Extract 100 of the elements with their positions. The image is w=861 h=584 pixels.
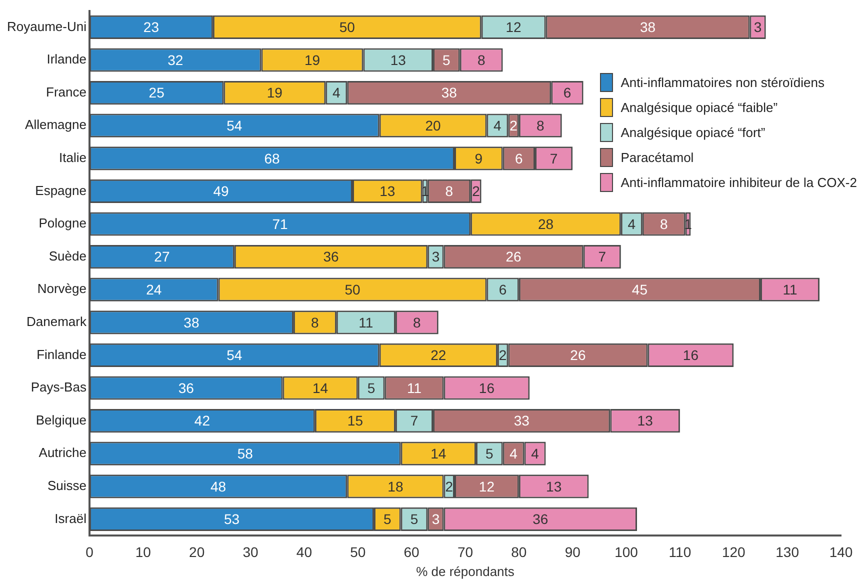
data-label: 9 bbox=[474, 150, 483, 166]
legend-label: Analgésique opiacé “faible” bbox=[620, 100, 778, 115]
data-label: 53 bbox=[224, 511, 240, 528]
x-tick-label: 0 bbox=[86, 544, 94, 560]
data-label: 20 bbox=[425, 117, 442, 134]
y-tick-label: Norvège bbox=[37, 281, 86, 296]
data-label: 38 bbox=[441, 84, 458, 101]
data-label: 68 bbox=[264, 150, 280, 166]
data-label: 54 bbox=[226, 117, 242, 134]
data-label: 13 bbox=[637, 412, 654, 429]
data-label: 4 bbox=[332, 84, 341, 101]
data-label: 50 bbox=[339, 19, 356, 36]
x-tick-label: 30 bbox=[242, 544, 259, 560]
data-label: 11 bbox=[782, 281, 798, 298]
data-label: 23 bbox=[143, 19, 160, 36]
y-tick-label: Danemark bbox=[26, 314, 87, 329]
data-label: 71 bbox=[272, 216, 288, 232]
x-tick-label: 120 bbox=[722, 544, 746, 560]
data-label: 26 bbox=[570, 347, 586, 364]
data-label: 58 bbox=[237, 445, 254, 462]
data-label: 11 bbox=[406, 380, 422, 396]
data-label: 4 bbox=[510, 445, 518, 462]
data-label: 5 bbox=[384, 511, 392, 528]
data-label: 12 bbox=[506, 19, 522, 36]
y-tick-label: Pays-Bas bbox=[30, 380, 87, 395]
data-label: 6 bbox=[563, 84, 572, 101]
data-label: 3 bbox=[754, 19, 762, 36]
data-label: 7 bbox=[550, 150, 558, 166]
data-label: 19 bbox=[266, 84, 283, 101]
y-tick-label: Royaume-Uni bbox=[6, 18, 87, 34]
data-label: 13 bbox=[390, 52, 406, 68]
data-label: 19 bbox=[304, 52, 320, 68]
data-label: 24 bbox=[146, 281, 162, 298]
legend-label: Anti-inflammatoires non stéroïdiens bbox=[620, 74, 824, 90]
data-label: 5 bbox=[485, 445, 494, 462]
data-label: 32 bbox=[168, 52, 184, 68]
data-label: 15 bbox=[347, 412, 364, 429]
data-label: 2 bbox=[445, 478, 454, 494]
data-label: 8 bbox=[445, 183, 454, 200]
data-label: 28 bbox=[538, 216, 554, 232]
legend-label: Paracétamol bbox=[620, 150, 694, 165]
data-label: 14 bbox=[430, 445, 446, 462]
x-tick-label: 110 bbox=[668, 544, 692, 560]
data-label: 7 bbox=[410, 412, 418, 429]
data-label: 18 bbox=[388, 478, 404, 494]
data-label: 38 bbox=[184, 314, 200, 330]
data-label: 4 bbox=[628, 216, 636, 232]
data-label: 13 bbox=[380, 183, 396, 200]
data-label: 14 bbox=[312, 380, 328, 396]
data-label: 45 bbox=[632, 281, 648, 298]
x-axis-title: % de répondants bbox=[416, 564, 515, 579]
data-label: 8 bbox=[536, 117, 544, 134]
data-label: 16 bbox=[682, 347, 699, 364]
data-label: 13 bbox=[546, 478, 562, 494]
data-label: 26 bbox=[506, 248, 522, 265]
data-label: 48 bbox=[210, 478, 226, 494]
data-label: 4 bbox=[494, 117, 502, 134]
y-tick-label: Irlande bbox=[46, 52, 86, 67]
data-label: 8 bbox=[413, 314, 422, 330]
data-label: 3 bbox=[432, 248, 440, 265]
data-label: 16 bbox=[478, 380, 495, 396]
x-tick-label: 10 bbox=[135, 544, 152, 560]
x-tick-label: 20 bbox=[189, 544, 205, 560]
data-label: 33 bbox=[514, 412, 530, 429]
data-label: 25 bbox=[148, 84, 165, 101]
data-label: 22 bbox=[430, 347, 446, 364]
data-label: 36 bbox=[178, 380, 194, 396]
data-label: 2 bbox=[498, 347, 507, 364]
data-label: 12 bbox=[478, 478, 495, 494]
data-label: 5 bbox=[410, 511, 418, 528]
x-tick-label: 130 bbox=[776, 544, 800, 560]
data-label: 36 bbox=[532, 511, 548, 528]
y-tick-label: Israël bbox=[54, 510, 87, 526]
x-tick-label: 40 bbox=[296, 544, 312, 560]
data-label: 8 bbox=[311, 314, 320, 330]
data-label: 6 bbox=[498, 281, 507, 298]
y-tick-label: Finlande bbox=[36, 346, 86, 362]
data-label: 11 bbox=[358, 314, 374, 330]
x-tick-label: 140 bbox=[829, 544, 853, 560]
data-label: 36 bbox=[323, 248, 340, 265]
x-tick-label: 80 bbox=[511, 544, 527, 560]
x-tick-label: 50 bbox=[350, 544, 366, 560]
data-label: 49 bbox=[213, 183, 229, 200]
data-label: 6 bbox=[515, 150, 524, 166]
data-label: 2 bbox=[510, 117, 518, 134]
data-label: 5 bbox=[367, 380, 376, 396]
y-tick-label: Autriche bbox=[38, 445, 86, 460]
data-label: 50 bbox=[344, 281, 361, 298]
data-label: 8 bbox=[660, 216, 668, 232]
y-tick-label: Allemagne bbox=[25, 117, 86, 132]
data-label: 38 bbox=[640, 19, 656, 36]
y-tick-label: Pologne bbox=[38, 216, 86, 231]
x-tick-label: 90 bbox=[564, 544, 581, 560]
data-label: 4 bbox=[531, 445, 540, 462]
data-label: 27 bbox=[154, 248, 170, 265]
data-label: 8 bbox=[477, 52, 486, 68]
data-label: 42 bbox=[194, 412, 210, 429]
x-tick-label: 60 bbox=[404, 544, 420, 560]
x-tick-label: 100 bbox=[614, 544, 638, 560]
data-label: 7 bbox=[598, 248, 606, 265]
